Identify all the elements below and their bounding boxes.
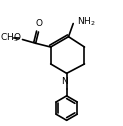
Text: NH$_2$: NH$_2$ — [77, 15, 96, 28]
Text: O: O — [36, 19, 43, 28]
Text: CH$_3$: CH$_3$ — [0, 31, 19, 44]
Text: N: N — [61, 77, 68, 86]
Text: O: O — [14, 33, 21, 42]
